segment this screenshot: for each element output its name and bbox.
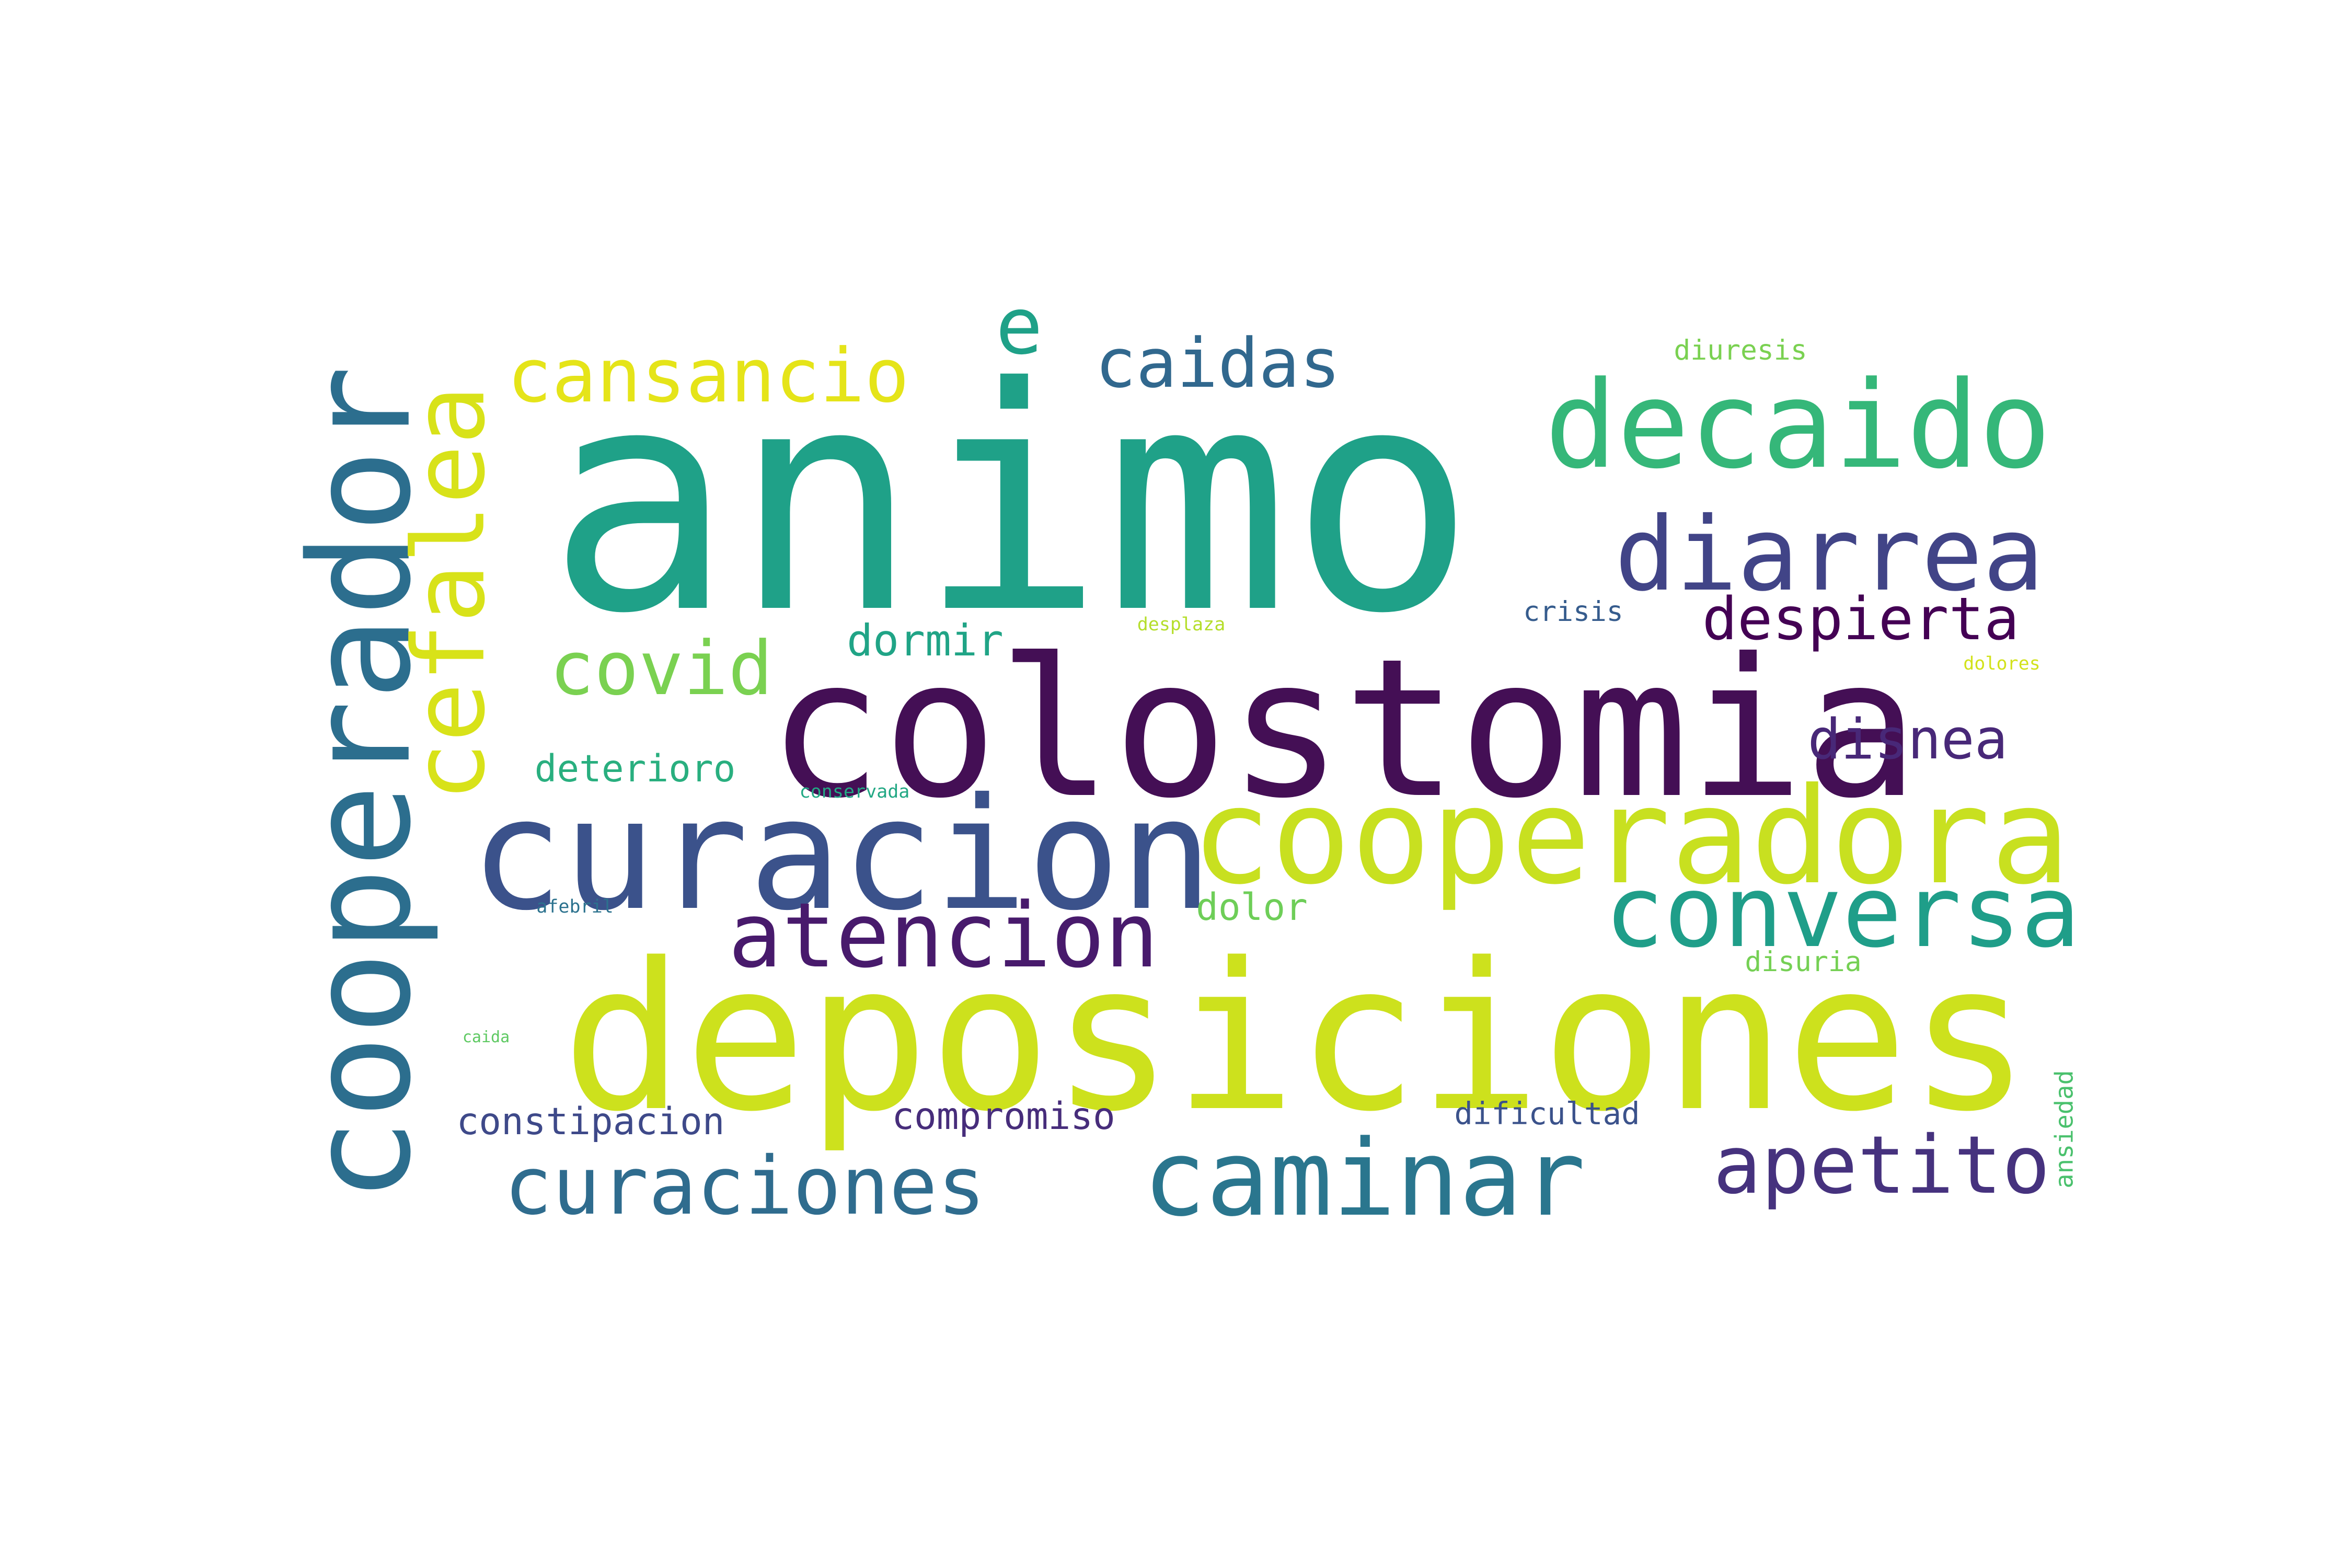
word-cooperadora: cooperadora bbox=[1191, 759, 2071, 914]
word-deposiciones: deposiciones bbox=[561, 919, 2031, 1156]
word-dolores: dolores bbox=[1963, 653, 2040, 674]
word-compromiso: compromiso bbox=[892, 1094, 1115, 1138]
word-deterioro: deterioro bbox=[534, 746, 736, 790]
word-covid: covid bbox=[549, 626, 773, 712]
word-caminar: caminar bbox=[1143, 1117, 1586, 1240]
word-diarrea: diarrea bbox=[1615, 494, 2044, 614]
word-disnea: disnea bbox=[1807, 707, 2008, 771]
word-curacion: curacion bbox=[470, 764, 1213, 944]
word-dormir: dormir bbox=[847, 615, 1004, 666]
word-constipacion: constipacion bbox=[456, 1099, 725, 1143]
word-crisis: crisis bbox=[1523, 595, 1623, 628]
word-cansancio: cansancio bbox=[507, 333, 909, 419]
word-animo: animo bbox=[547, 322, 1476, 681]
word-dificultad: dificultad bbox=[1454, 1095, 1640, 1132]
word-ansiedad: ansiedad bbox=[2050, 1069, 2079, 1189]
word-apetito: apetito bbox=[1713, 1119, 2050, 1212]
word-conservada: conservada bbox=[799, 781, 910, 802]
word-curaciones: curaciones bbox=[504, 1139, 986, 1233]
word-conversa: conversa bbox=[1604, 854, 2081, 970]
word-atencion: atencion bbox=[728, 883, 1159, 988]
word-despierta: despierta bbox=[1702, 585, 2020, 653]
word-caidas: caidas bbox=[1095, 324, 1341, 403]
word-diuresis: diuresis bbox=[1674, 334, 1807, 366]
word-decaido: decaido bbox=[1544, 356, 2051, 495]
word-caida: caida bbox=[462, 1028, 510, 1046]
word-dolor: dolor bbox=[1196, 885, 1308, 929]
word-disuria: disuria bbox=[1745, 946, 1862, 978]
word-e: e bbox=[995, 281, 1043, 372]
word-cefalea: cefalea bbox=[391, 385, 507, 802]
word-afebril: afebril bbox=[536, 896, 614, 917]
word-desplaza: desplaza bbox=[1137, 614, 1226, 635]
word-colostomia: colostomia bbox=[767, 618, 1919, 840]
